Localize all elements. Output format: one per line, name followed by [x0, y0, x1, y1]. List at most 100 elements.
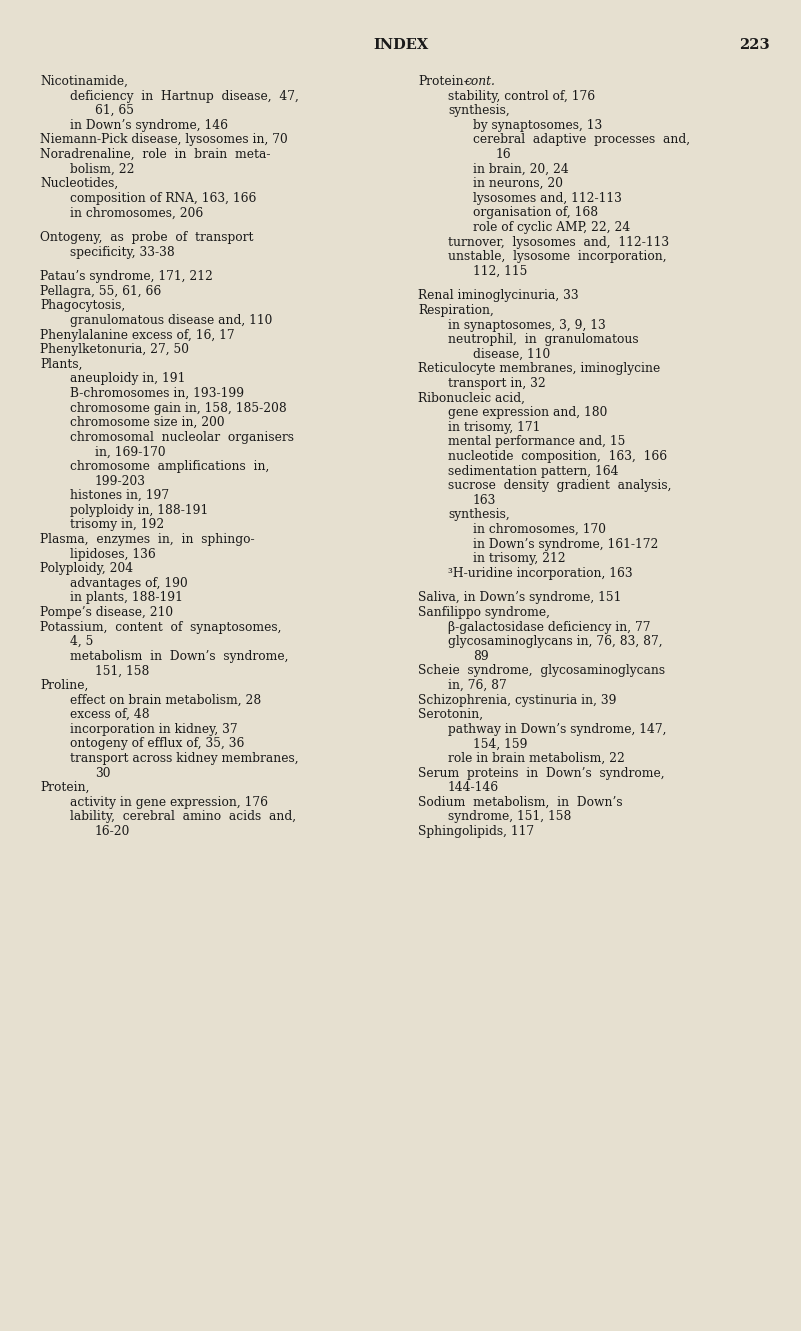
Text: Plants,: Plants, [40, 358, 83, 371]
Text: in plants, 188-191: in plants, 188-191 [70, 591, 183, 604]
Text: role of cyclic AMP, 22, 24: role of cyclic AMP, 22, 24 [473, 221, 630, 234]
Text: Schizophrenia, cystinuria in, 39: Schizophrenia, cystinuria in, 39 [418, 693, 617, 707]
Text: Ontogeny,  as  probe  of  transport: Ontogeny, as probe of transport [40, 232, 253, 244]
Text: pathway in Down’s syndrome, 147,: pathway in Down’s syndrome, 147, [448, 723, 666, 736]
Text: in trisomy, 212: in trisomy, 212 [473, 552, 566, 566]
Text: 30: 30 [95, 767, 111, 780]
Text: 151, 158: 151, 158 [95, 664, 149, 677]
Text: syndrome, 151, 158: syndrome, 151, 158 [448, 811, 571, 824]
Text: 61, 65: 61, 65 [95, 104, 134, 117]
Text: B-chromosomes in, 193-199: B-chromosomes in, 193-199 [70, 387, 244, 401]
Text: excess of, 48: excess of, 48 [70, 708, 150, 721]
Text: aneuploidy in, 191: aneuploidy in, 191 [70, 373, 185, 386]
Text: in chromosomes, 170: in chromosomes, 170 [473, 523, 606, 536]
Text: deficiency  in  Hartnup  disease,  47,: deficiency in Hartnup disease, 47, [70, 89, 299, 102]
Text: in, 169-170: in, 169-170 [95, 446, 166, 458]
Text: Protein–: Protein– [418, 75, 469, 88]
Text: Pompe’s disease, 210: Pompe’s disease, 210 [40, 606, 173, 619]
Text: activity in gene expression, 176: activity in gene expression, 176 [70, 796, 268, 809]
Text: 154, 159: 154, 159 [473, 737, 528, 751]
Text: sedimentation pattern, 164: sedimentation pattern, 164 [448, 465, 618, 478]
Text: trisomy in, 192: trisomy in, 192 [70, 518, 164, 531]
Text: advantages of, 190: advantages of, 190 [70, 576, 187, 590]
Text: chromosome  amplifications  in,: chromosome amplifications in, [70, 461, 269, 473]
Text: cont.: cont. [464, 75, 495, 88]
Text: Plasma,  enzymes  in,  in  sphingo-: Plasma, enzymes in, in sphingo- [40, 532, 255, 546]
Text: Phagocytosis,: Phagocytosis, [40, 299, 125, 313]
Text: 89: 89 [473, 650, 489, 663]
Text: granulomatous disease and, 110: granulomatous disease and, 110 [70, 314, 272, 327]
Text: lability,  cerebral  amino  acids  and,: lability, cerebral amino acids and, [70, 811, 296, 824]
Text: 223: 223 [739, 39, 770, 52]
Text: synthesis,: synthesis, [448, 104, 509, 117]
Text: effect on brain metabolism, 28: effect on brain metabolism, 28 [70, 693, 261, 707]
Text: 16: 16 [496, 148, 512, 161]
Text: organisation of, 168: organisation of, 168 [473, 206, 598, 220]
Text: 163: 163 [473, 494, 497, 507]
Text: 4, 5: 4, 5 [70, 635, 94, 648]
Text: Sphingolipids, 117: Sphingolipids, 117 [418, 825, 534, 839]
Text: Nucleotides,: Nucleotides, [40, 177, 119, 190]
Text: Patau’s syndrome, 171, 212: Patau’s syndrome, 171, 212 [40, 270, 213, 284]
Text: Niemann-Pick disease, lysosomes in, 70: Niemann-Pick disease, lysosomes in, 70 [40, 133, 288, 146]
Text: Polyploidy, 204: Polyploidy, 204 [40, 562, 133, 575]
Text: in chromosomes, 206: in chromosomes, 206 [70, 206, 203, 220]
Text: neutrophil,  in  granulomatous: neutrophil, in granulomatous [448, 333, 638, 346]
Text: Proline,: Proline, [40, 679, 88, 692]
Text: Ribonucleic acid,: Ribonucleic acid, [418, 391, 525, 405]
Text: in Down’s syndrome, 161-172: in Down’s syndrome, 161-172 [473, 538, 658, 551]
Text: in, 76, 87: in, 76, 87 [448, 679, 507, 692]
Text: in trisomy, 171: in trisomy, 171 [448, 421, 541, 434]
Text: Potassium,  content  of  synaptosomes,: Potassium, content of synaptosomes, [40, 620, 281, 634]
Text: polyploidy in, 188-191: polyploidy in, 188-191 [70, 504, 208, 516]
Text: unstable,  lysosome  incorporation,: unstable, lysosome incorporation, [448, 250, 666, 264]
Text: in Down’s syndrome, 146: in Down’s syndrome, 146 [70, 118, 228, 132]
Text: turnover,  lysosomes  and,  112-113: turnover, lysosomes and, 112-113 [448, 236, 669, 249]
Text: incorporation in kidney, 37: incorporation in kidney, 37 [70, 723, 238, 736]
Text: Phenylalanine excess of, 16, 17: Phenylalanine excess of, 16, 17 [40, 329, 235, 342]
Text: Reticulocyte membranes, iminoglycine: Reticulocyte membranes, iminoglycine [418, 362, 660, 375]
Text: chromosome size in, 200: chromosome size in, 200 [70, 417, 224, 429]
Text: histones in, 197: histones in, 197 [70, 490, 169, 502]
Text: in brain, 20, 24: in brain, 20, 24 [473, 162, 569, 176]
Text: composition of RNA, 163, 166: composition of RNA, 163, 166 [70, 192, 256, 205]
Text: Serum  proteins  in  Down’s  syndrome,: Serum proteins in Down’s syndrome, [418, 767, 665, 780]
Text: nucleotide  composition,  163,  166: nucleotide composition, 163, 166 [448, 450, 667, 463]
Text: Scheie  syndrome,  glycosaminoglycans: Scheie syndrome, glycosaminoglycans [418, 664, 665, 677]
Text: in neurons, 20: in neurons, 20 [473, 177, 563, 190]
Text: Renal iminoglycinuria, 33: Renal iminoglycinuria, 33 [418, 289, 578, 302]
Text: gene expression and, 180: gene expression and, 180 [448, 406, 607, 419]
Text: β-galactosidase deficiency in, 77: β-galactosidase deficiency in, 77 [448, 620, 650, 634]
Text: lysosomes and, 112-113: lysosomes and, 112-113 [473, 192, 622, 205]
Text: mental performance and, 15: mental performance and, 15 [448, 435, 626, 449]
Text: chromosome gain in, 158, 185-208: chromosome gain in, 158, 185-208 [70, 402, 287, 414]
Text: transport across kidney membranes,: transport across kidney membranes, [70, 752, 299, 765]
Text: 144-146: 144-146 [448, 781, 499, 795]
Text: Nicotinamide,: Nicotinamide, [40, 75, 128, 88]
Text: cerebral  adaptive  processes  and,: cerebral adaptive processes and, [473, 133, 690, 146]
Text: transport in, 32: transport in, 32 [448, 377, 545, 390]
Text: bolism, 22: bolism, 22 [70, 162, 135, 176]
Text: in synaptosomes, 3, 9, 13: in synaptosomes, 3, 9, 13 [448, 318, 606, 331]
Text: chromosomal  nucleolar  organisers: chromosomal nucleolar organisers [70, 431, 294, 443]
Text: Phenylketonuria, 27, 50: Phenylketonuria, 27, 50 [40, 343, 189, 357]
Text: 112, 115: 112, 115 [473, 265, 527, 278]
Text: by synaptosomes, 13: by synaptosomes, 13 [473, 118, 602, 132]
Text: ³H-uridine incorporation, 163: ³H-uridine incorporation, 163 [448, 567, 633, 580]
Text: Sanfilippo syndrome,: Sanfilippo syndrome, [418, 606, 550, 619]
Text: Serotonin,: Serotonin, [418, 708, 483, 721]
Text: Saliva, in Down’s syndrome, 151: Saliva, in Down’s syndrome, 151 [418, 591, 622, 604]
Text: 16-20: 16-20 [95, 825, 131, 839]
Text: metabolism  in  Down’s  syndrome,: metabolism in Down’s syndrome, [70, 650, 288, 663]
Text: synthesis,: synthesis, [448, 508, 509, 522]
Text: Protein,: Protein, [40, 781, 90, 795]
Text: Pellagra, 55, 61, 66: Pellagra, 55, 61, 66 [40, 285, 161, 298]
Text: disease, 110: disease, 110 [473, 347, 550, 361]
Text: Noradrenaline,  role  in  brain  meta-: Noradrenaline, role in brain meta- [40, 148, 271, 161]
Text: sucrose  density  gradient  analysis,: sucrose density gradient analysis, [448, 479, 671, 492]
Text: glycosaminoglycans in, 76, 83, 87,: glycosaminoglycans in, 76, 83, 87, [448, 635, 662, 648]
Text: specificity, 33-38: specificity, 33-38 [70, 246, 175, 258]
Text: lipidoses, 136: lipidoses, 136 [70, 547, 155, 560]
Text: role in brain metabolism, 22: role in brain metabolism, 22 [448, 752, 625, 765]
Text: 199-203: 199-203 [95, 475, 146, 487]
